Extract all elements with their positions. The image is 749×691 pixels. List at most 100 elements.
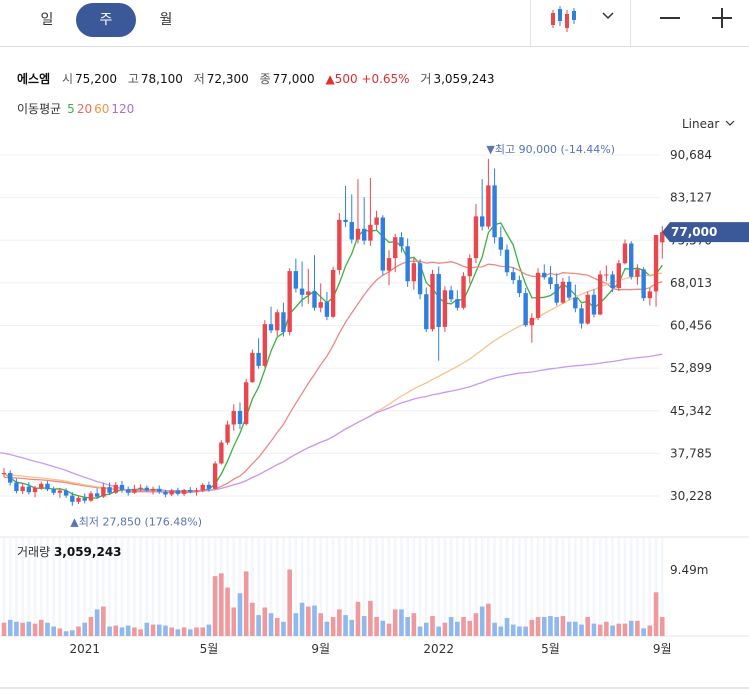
candle-type-button[interactable] bbox=[548, 4, 584, 34]
chevron-down-icon[interactable] bbox=[723, 116, 737, 130]
candle-body bbox=[424, 294, 429, 330]
volume-grid-column bbox=[648, 537, 652, 636]
candle-body bbox=[399, 237, 404, 247]
candle-body bbox=[63, 490, 69, 496]
candle-body bbox=[231, 410, 236, 425]
candle-body bbox=[374, 217, 379, 225]
volume-grid-column bbox=[338, 537, 341, 636]
candle-body bbox=[107, 487, 112, 493]
candle-body bbox=[181, 489, 187, 494]
volume-bar bbox=[510, 624, 516, 636]
candle-body bbox=[82, 497, 87, 501]
volume-bar bbox=[343, 615, 348, 636]
volume-grid-column bbox=[487, 537, 490, 636]
volume-grid-column bbox=[561, 537, 565, 636]
chevron-down-icon[interactable] bbox=[598, 6, 618, 26]
volume-bar bbox=[492, 622, 497, 636]
candle-body bbox=[1, 473, 7, 475]
low-value: 72,300 bbox=[206, 72, 249, 86]
volume-grid-column bbox=[71, 537, 74, 636]
volume-bar bbox=[76, 626, 81, 636]
scale-selector[interactable]: Linear bbox=[682, 117, 719, 131]
tab-day[interactable]: 일 bbox=[40, 12, 54, 28]
volume-grid-column bbox=[406, 537, 409, 636]
volume-bar bbox=[125, 625, 131, 636]
close-value: 77,000 bbox=[272, 72, 315, 86]
candle-body bbox=[535, 272, 541, 318]
candle-body bbox=[467, 258, 472, 277]
volume-bar bbox=[597, 624, 603, 636]
candle-body bbox=[169, 490, 174, 495]
volume-grid-column bbox=[586, 537, 590, 636]
y-tick-label: 30,228 bbox=[670, 489, 712, 503]
volume-bar bbox=[7, 619, 13, 636]
volume-grid-column bbox=[555, 537, 558, 636]
volume-bar bbox=[212, 576, 218, 636]
volume-grid-column bbox=[592, 537, 596, 636]
y-tick-label: 52,899 bbox=[670, 361, 712, 375]
volume-grid-column bbox=[2, 537, 6, 636]
candle-body bbox=[380, 217, 386, 271]
volume-bar bbox=[653, 592, 659, 636]
volume-grid-column bbox=[393, 537, 397, 636]
candle-body bbox=[119, 484, 125, 490]
candle-body bbox=[473, 216, 479, 259]
volume-grid-column bbox=[400, 537, 403, 636]
volume-grid-column bbox=[636, 537, 639, 636]
volume-grid-column bbox=[499, 537, 503, 636]
volume-bar bbox=[1, 622, 7, 636]
volume-bar bbox=[250, 602, 255, 636]
tab-week[interactable]: 주 bbox=[76, 3, 136, 37]
candle-body bbox=[312, 291, 317, 308]
high-value: 78,100 bbox=[140, 72, 183, 86]
stock-name: 에스엠 bbox=[17, 72, 51, 86]
candle-body bbox=[492, 185, 497, 238]
y-tick-label: 68,013 bbox=[670, 276, 712, 290]
candle-body bbox=[436, 273, 441, 327]
volume-grid-column bbox=[33, 537, 37, 636]
volume-bar bbox=[82, 622, 88, 636]
volume-grid-column bbox=[654, 537, 658, 636]
current-price-label: 77,000 bbox=[671, 225, 717, 239]
volume-bar bbox=[305, 606, 311, 636]
candle-body bbox=[206, 484, 212, 489]
candlestick-icon bbox=[551, 6, 576, 32]
volume-grid-column bbox=[133, 537, 136, 636]
candle-body bbox=[250, 352, 255, 383]
volume-grid-column bbox=[170, 537, 173, 636]
ma120-label: 120 bbox=[111, 102, 135, 116]
candle-body bbox=[94, 493, 100, 497]
candle-body bbox=[144, 487, 150, 491]
volume-grid-column bbox=[89, 537, 93, 636]
volume-bar bbox=[417, 626, 423, 636]
volume-bar bbox=[548, 616, 553, 636]
volume-grid-column bbox=[350, 537, 354, 636]
zoom-in-button[interactable] bbox=[708, 4, 736, 32]
moving-average-legend[interactable]: 이동평균 5 20 60 120 bbox=[17, 100, 140, 117]
volume-grid-column bbox=[232, 537, 236, 636]
volume-bar bbox=[486, 603, 491, 636]
volume-bar bbox=[349, 619, 355, 636]
volume-bar bbox=[20, 622, 25, 636]
candle-body bbox=[14, 482, 19, 492]
volume-bar bbox=[448, 617, 454, 636]
zoom-out-button[interactable] bbox=[656, 6, 684, 30]
candle-body bbox=[653, 235, 659, 292]
tab-month[interactable]: 월 bbox=[159, 12, 173, 28]
volume-bar bbox=[268, 613, 274, 636]
volume-bar bbox=[337, 609, 342, 636]
volume-bar bbox=[647, 625, 653, 636]
ma5-line bbox=[3, 222, 663, 499]
candle-body bbox=[324, 302, 330, 317]
volume-bar bbox=[473, 613, 479, 636]
volume-bar bbox=[38, 619, 44, 636]
volume-grid-column bbox=[39, 537, 43, 636]
candle-body bbox=[411, 263, 417, 282]
x-tick-label: 5월 bbox=[541, 642, 560, 656]
volume-bar bbox=[616, 623, 622, 636]
open-label: 시 bbox=[61, 72, 73, 86]
candle-body bbox=[417, 263, 423, 295]
volume-bar bbox=[132, 627, 137, 636]
volume-label: 거 bbox=[420, 72, 432, 86]
